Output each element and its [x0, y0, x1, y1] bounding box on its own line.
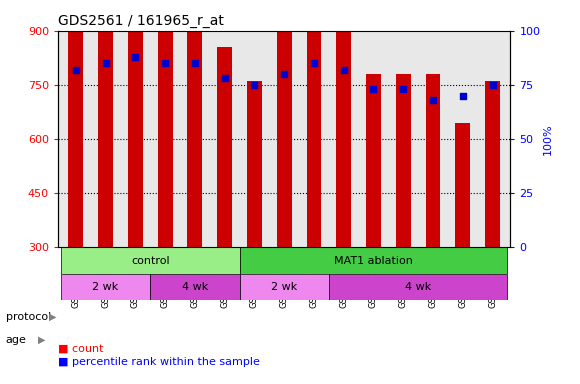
- Text: MAT1 ablation: MAT1 ablation: [334, 255, 413, 265]
- Text: 4 wk: 4 wk: [182, 281, 208, 291]
- FancyBboxPatch shape: [240, 273, 329, 300]
- Bar: [306, 0, 321, 248]
- Bar: [158, 0, 173, 248]
- Point: [101, 60, 110, 66]
- Text: 2 wk: 2 wk: [271, 281, 298, 291]
- Text: ■ count: ■ count: [58, 343, 103, 353]
- Bar: [277, 20, 292, 248]
- Bar: [187, 0, 202, 248]
- FancyBboxPatch shape: [150, 273, 240, 300]
- Text: age: age: [6, 335, 27, 345]
- FancyBboxPatch shape: [61, 273, 150, 300]
- Point: [190, 60, 200, 66]
- FancyBboxPatch shape: [329, 273, 508, 300]
- Bar: [128, 0, 143, 248]
- Text: GDS2561 / 161965_r_at: GDS2561 / 161965_r_at: [58, 14, 224, 28]
- Point: [458, 93, 467, 99]
- Point: [130, 54, 140, 60]
- Bar: [68, 22, 84, 248]
- Bar: [366, 74, 381, 248]
- Point: [161, 60, 170, 66]
- Text: protocol: protocol: [6, 312, 51, 322]
- Bar: [485, 81, 500, 248]
- Bar: [218, 47, 232, 248]
- Text: ■ percentile rank within the sample: ■ percentile rank within the sample: [58, 357, 260, 367]
- Bar: [336, 9, 351, 248]
- Point: [488, 82, 497, 88]
- Text: control: control: [131, 255, 169, 265]
- Point: [339, 67, 349, 73]
- Point: [429, 97, 438, 103]
- Point: [309, 60, 318, 66]
- Bar: [98, 0, 113, 248]
- Y-axis label: 100%: 100%: [543, 123, 553, 155]
- Point: [250, 82, 259, 88]
- Text: 4 wk: 4 wk: [405, 281, 432, 291]
- FancyBboxPatch shape: [240, 248, 508, 273]
- Point: [398, 86, 408, 92]
- Point: [369, 86, 378, 92]
- Bar: [455, 123, 470, 248]
- Text: 2 wk: 2 wk: [92, 281, 119, 291]
- Bar: [426, 74, 440, 248]
- Bar: [247, 81, 262, 248]
- Text: ▶: ▶: [49, 312, 57, 322]
- Text: ▶: ▶: [38, 335, 45, 345]
- Point: [71, 67, 81, 73]
- Point: [280, 71, 289, 77]
- Bar: [396, 74, 411, 248]
- Point: [220, 75, 229, 81]
- FancyBboxPatch shape: [61, 248, 240, 273]
